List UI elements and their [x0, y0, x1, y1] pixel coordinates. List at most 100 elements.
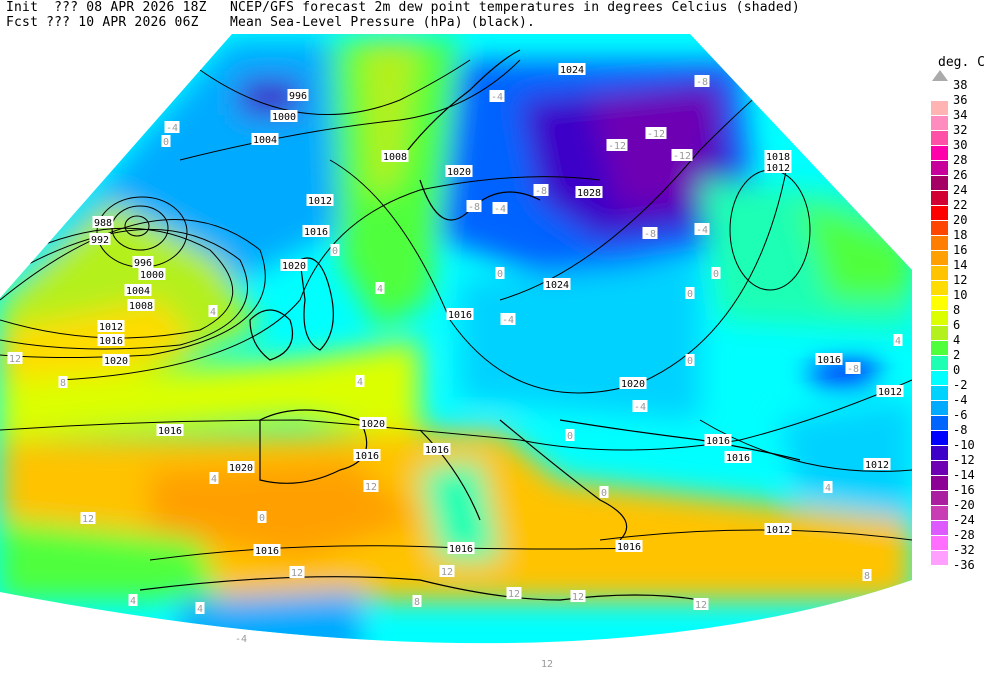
dewpoint-label-bg: [632, 400, 648, 412]
dewpoint-label-bg: [642, 227, 658, 239]
isobar-label-bg: [764, 161, 792, 173]
dewpoint-label-bg: [466, 200, 482, 212]
legend-swatch: [931, 176, 948, 190]
dewpoint-label-bg: [489, 90, 505, 102]
dewpoint-label: -4: [696, 225, 708, 236]
dewpoint-label: 12: [441, 567, 453, 578]
isobar-label: 1008: [383, 152, 407, 163]
legend-swatch: [931, 251, 948, 265]
dewpoint-label-bg: [128, 594, 138, 606]
dewpoint-label: 0: [687, 289, 693, 300]
dewpoint-label: -4: [494, 204, 506, 215]
legend-swatch: [931, 326, 948, 340]
dewpoint-label-bg: [375, 282, 385, 294]
legend-swatch: [931, 506, 948, 520]
isobar-label: 1016: [726, 453, 750, 464]
legend-label: -12: [953, 453, 975, 467]
isobar-label: 1012: [766, 163, 790, 174]
dewpoint-label: 0: [567, 431, 573, 442]
isobar-label: 1012: [308, 196, 332, 207]
dewpoint-label-bg: [330, 244, 340, 256]
dewpoint-label: 0: [601, 488, 607, 499]
isobar-label-bg: [227, 461, 255, 473]
legend-label: 2: [953, 348, 961, 362]
dewpoint-label-bg: [694, 223, 710, 235]
dewpoint-label-bg: [233, 632, 249, 644]
legend-label: 32: [953, 123, 968, 137]
dewpoint-label-bg: [893, 334, 903, 346]
dewpoint-label: 12: [508, 589, 520, 600]
isobar-label: 988: [94, 218, 112, 229]
dewpoint-label-bg: [823, 481, 833, 493]
legend-swatch: [931, 491, 948, 505]
dewpoint-label: 0: [713, 269, 719, 280]
dewpoint-label-bg: [209, 472, 219, 484]
isobar-label: 1000: [140, 270, 164, 281]
legend-label: 18: [953, 228, 968, 242]
legend-overflow-triangle: [932, 70, 948, 81]
legend-swatch: [931, 191, 948, 205]
isobar-label: 1016: [617, 542, 641, 553]
legend-label: 0: [953, 363, 961, 377]
dewpoint-label: -12: [647, 129, 665, 140]
dewpoint-label: 12: [291, 568, 303, 579]
dewpoint-label: 12: [9, 354, 21, 365]
legend-swatch: [931, 551, 948, 565]
legend-title: deg. C: [938, 55, 985, 70]
legend-label: -10: [953, 438, 975, 452]
legend-top-label: 38: [953, 78, 968, 92]
legend-swatch: [931, 521, 948, 535]
legend-swatch: [931, 281, 948, 295]
legend-swatch: [931, 236, 948, 250]
legend-label: -14: [953, 468, 975, 482]
isobar-label: 1020: [361, 419, 385, 430]
isobar-label-bg: [302, 225, 330, 237]
isobar-label-bg: [876, 385, 904, 397]
isobar-label-bg: [287, 89, 309, 101]
isobar-label: 1020: [447, 167, 471, 178]
legend-swatch: [931, 266, 948, 280]
dewpoint-label-bg: [439, 565, 455, 577]
isobar-label: 1016: [706, 436, 730, 447]
isobar-label: 1020: [229, 463, 253, 474]
isobar-label-bg: [615, 540, 643, 552]
dewpoint-label-bg: [412, 595, 422, 607]
dewpoint-label: -8: [644, 229, 656, 240]
dewpoint-label-bg: [7, 352, 23, 364]
dewpoint-label: -8: [696, 77, 708, 88]
legend-label: 10: [953, 288, 968, 302]
dewpoint-label-bg: [208, 305, 218, 317]
legend-swatch: [931, 341, 948, 355]
init-time: Init ??? 08 APR 2026 18Z: [6, 0, 207, 15]
isobar-label-bg: [251, 133, 279, 145]
dewpoint-label: 12: [572, 592, 584, 603]
isobar-label: 1012: [865, 460, 889, 471]
legend-swatch: [931, 206, 948, 220]
isobar-label-bg: [764, 523, 792, 535]
legend-label: 4: [953, 333, 961, 347]
isobar-label: 1016: [448, 310, 472, 321]
dewpoint-label: 0: [332, 246, 338, 257]
dewpoint-label: -8: [847, 364, 859, 375]
isobar-label: 1016: [449, 544, 473, 555]
legend-swatch: [931, 161, 948, 175]
map-subtitle: Mean Sea-Level Pressure (hPa) (black).: [230, 15, 536, 30]
legend-label: 34: [953, 108, 968, 122]
legend-swatch: [931, 386, 948, 400]
legend-label: -6: [953, 408, 968, 422]
isobar-label: 1016: [817, 355, 841, 366]
isobar-label-bg: [558, 63, 586, 75]
dewpoint-label: -4: [634, 402, 646, 413]
isobar-label-bg: [132, 256, 154, 268]
dewpoint-label-bg: [58, 376, 68, 388]
dewpoint-label: 0: [497, 269, 503, 280]
isobar-label-bg: [156, 424, 184, 436]
isobar-label: 1016: [255, 546, 279, 557]
legend-label: -28: [953, 528, 975, 542]
isobar-label: 1004: [126, 286, 150, 297]
isobar-label: 1020: [282, 261, 306, 272]
legend-swatch: [931, 461, 948, 475]
dewpoint-label-bg: [355, 375, 365, 387]
dewpoint-label: 4: [357, 377, 363, 388]
dewpoint-label: -8: [468, 202, 480, 213]
